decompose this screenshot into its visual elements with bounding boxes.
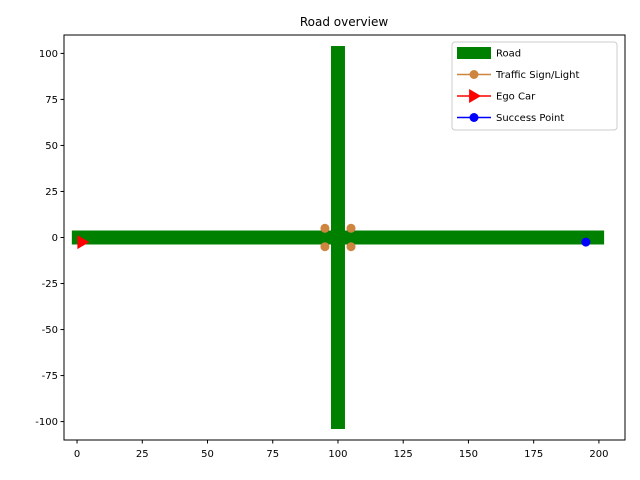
y-tick-label: 0 [52, 233, 58, 244]
y-tick-label: -50 [42, 325, 58, 336]
y-tick-label: -100 [35, 417, 58, 428]
success-point-marker [581, 237, 591, 247]
chart-title: Road overview [300, 15, 389, 29]
x-tick-label: 100 [328, 449, 347, 460]
legend-success-point-label: Success Point [496, 113, 564, 124]
ego-car-marker [77, 235, 90, 250]
legend-traffic-sign-light-label: Traffic Sign/Light [495, 70, 579, 81]
x-tick-label: 125 [394, 449, 413, 460]
plot-area [71, 46, 605, 429]
y-tick-label: 100 [39, 49, 58, 60]
legend: Road Traffic Sign/Light Ego Car Success Poi… [451, 41, 618, 131]
x-tick-label: 0 [74, 449, 80, 460]
x-tick-label: 175 [524, 449, 543, 460]
x-axis: 0 25 50 75 100 125 150 175 200 [74, 440, 608, 460]
y-axis: -100 -75 -50 -25 0 25 50 75 100 [35, 49, 64, 428]
legend-box [451, 41, 618, 131]
x-tick-label: 25 [136, 449, 149, 460]
x-tick-label: 75 [266, 449, 279, 460]
legend-traffic-sign-light-marker [469, 70, 479, 79]
legend-success-point-marker [469, 113, 479, 122]
x-tick-label: 200 [589, 449, 608, 460]
y-tick-label: -75 [42, 371, 58, 382]
y-tick-label: -25 [42, 279, 58, 290]
x-tick-label: 150 [459, 449, 478, 460]
x-tick-label: 50 [201, 449, 214, 460]
y-tick-label: 75 [45, 95, 58, 106]
legend-ego-car-marker [469, 89, 481, 103]
traffic-sign-light-marker [346, 223, 356, 233]
traffic-sign-light-marker [320, 223, 330, 233]
legend-ego-car-label: Ego Car [496, 92, 536, 103]
traffic-sign-light-marker [320, 242, 330, 252]
y-tick-label: 50 [45, 141, 58, 152]
traffic-sign-light-marker [346, 242, 356, 252]
y-tick-label: 25 [45, 187, 58, 198]
legend-road-label: Road [496, 49, 521, 60]
